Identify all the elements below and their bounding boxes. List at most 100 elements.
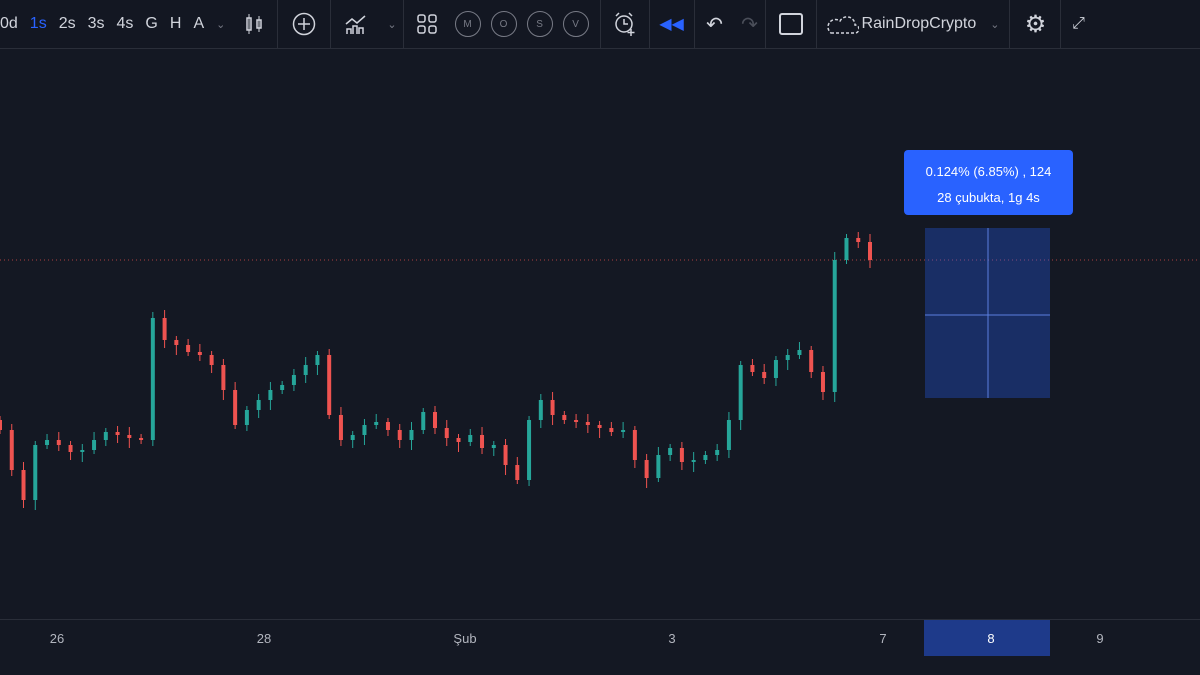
candle-down — [750, 365, 755, 372]
candle-down — [68, 445, 73, 452]
candle-up — [844, 238, 849, 260]
candle-up — [491, 445, 496, 448]
x-label: 3 — [668, 631, 676, 646]
candle-up — [103, 432, 108, 440]
candle-down — [385, 422, 390, 430]
candle-down — [444, 428, 449, 438]
candle-up — [244, 410, 249, 425]
candle-up — [92, 440, 97, 450]
interval-4s[interactable]: 4s — [116, 15, 134, 32]
candle-down — [762, 372, 767, 378]
candle-down — [632, 430, 637, 460]
candle-up — [656, 455, 661, 478]
layout-selector[interactable]: RainDropCrypto ⌄ — [817, 0, 1006, 49]
candle-up — [621, 430, 626, 432]
candle-down — [456, 438, 461, 442]
interval-3s[interactable]: 3s — [87, 15, 105, 32]
candle-down — [503, 445, 508, 465]
candle-up — [421, 412, 426, 430]
measure-bars-duration: 28 çubukta, 1g 4s — [937, 190, 1040, 205]
candle-down — [327, 355, 332, 415]
candle-up — [350, 435, 355, 440]
candle-down — [338, 415, 343, 440]
candle-up — [785, 355, 790, 360]
interval-0d[interactable]: 0d — [0, 15, 18, 32]
candle-down — [9, 430, 14, 470]
candle-down — [515, 465, 520, 480]
candle-up — [33, 445, 38, 500]
x-label-highlighted: 8 — [987, 631, 995, 646]
candle-down — [127, 435, 132, 438]
candle-down — [115, 432, 120, 435]
candle-up — [409, 430, 414, 440]
candle-down — [139, 438, 144, 440]
candle-up — [832, 260, 837, 392]
cloud-icon — [826, 16, 859, 34]
candle-down — [21, 470, 26, 500]
candle-up — [362, 425, 367, 435]
candle-up — [773, 360, 778, 378]
candle-down — [644, 460, 649, 478]
candle-up — [303, 365, 308, 375]
interval-2s[interactable]: 2s — [58, 15, 76, 32]
interval-1s[interactable]: 1s — [29, 15, 47, 32]
candle-up — [256, 400, 261, 410]
candle-down — [174, 340, 179, 345]
candle-down — [0, 420, 2, 430]
candle-down — [221, 365, 226, 390]
indicator-S-button[interactable]: S — [526, 11, 553, 37]
candle-up — [738, 365, 743, 420]
x-label: 28 — [256, 631, 272, 646]
candle-down — [574, 420, 579, 422]
alarm-add-icon[interactable] — [601, 0, 649, 49]
candle-up — [691, 460, 696, 462]
redo-icon[interactable]: ↷ — [741, 13, 758, 36]
fullscreen-icon[interactable]: ⤢ — [1072, 15, 1085, 32]
candle-down — [56, 440, 61, 445]
candle-down — [209, 355, 214, 365]
candle-up — [45, 440, 50, 445]
candle-down — [679, 448, 684, 462]
indicator-V-button[interactable]: V — [562, 11, 589, 37]
indicators-icon[interactable] — [331, 0, 381, 49]
candle-up — [797, 350, 802, 355]
candle-down — [162, 318, 167, 340]
chevron-down-icon: ⌄ — [990, 18, 1000, 31]
candle-down — [433, 412, 437, 428]
undo-icon[interactable]: ↶ — [706, 13, 723, 36]
candle-down — [820, 372, 825, 392]
candle-up — [527, 420, 532, 480]
top-toolbar: 0d 1s 2s 3s 4s G H A ⌄ ⌄ M O S V ◀◀ ↶ ↷ … — [0, 0, 1200, 49]
settings-gear-icon[interactable]: ⚙ — [1024, 10, 1047, 38]
interval-G[interactable]: G — [145, 15, 158, 32]
candle-down — [186, 345, 191, 352]
candle-up — [280, 385, 285, 390]
layout-grid-icon[interactable] — [404, 0, 450, 49]
replay-icon[interactable]: ◀◀ — [659, 16, 684, 33]
fullscreen-square-icon[interactable] — [766, 0, 816, 49]
candle-down — [480, 435, 485, 448]
layout-name: RainDropCrypto — [861, 15, 977, 32]
candle-down — [809, 350, 814, 372]
measure-tooltip: 0.124% (6.85%) , 124 28 çubukta, 1g 4s — [904, 150, 1073, 215]
add-indicator-icon[interactable] — [278, 0, 330, 49]
indicator-M-button[interactable]: M — [454, 11, 481, 37]
chevron-down-icon[interactable]: ⌄ — [387, 18, 397, 31]
chevron-down-icon[interactable]: ⌄ — [216, 18, 226, 31]
candle-down — [585, 422, 590, 425]
candle-up — [668, 448, 673, 455]
indicator-O-button[interactable]: O — [490, 11, 517, 37]
candle-down — [856, 238, 861, 242]
price-chart[interactable] — [0, 50, 1200, 675]
candle-up — [150, 318, 155, 440]
candle-up — [291, 375, 296, 385]
interval-H[interactable]: H — [169, 15, 182, 32]
candle-down — [609, 428, 614, 432]
x-label: 26 — [49, 631, 65, 646]
candle-up — [80, 450, 85, 452]
candle-down — [550, 400, 555, 415]
candlestick-icon[interactable] — [231, 0, 277, 49]
interval-A[interactable]: A — [193, 15, 205, 32]
x-label: Şub — [453, 631, 477, 646]
x-label: 9 — [1096, 631, 1104, 646]
